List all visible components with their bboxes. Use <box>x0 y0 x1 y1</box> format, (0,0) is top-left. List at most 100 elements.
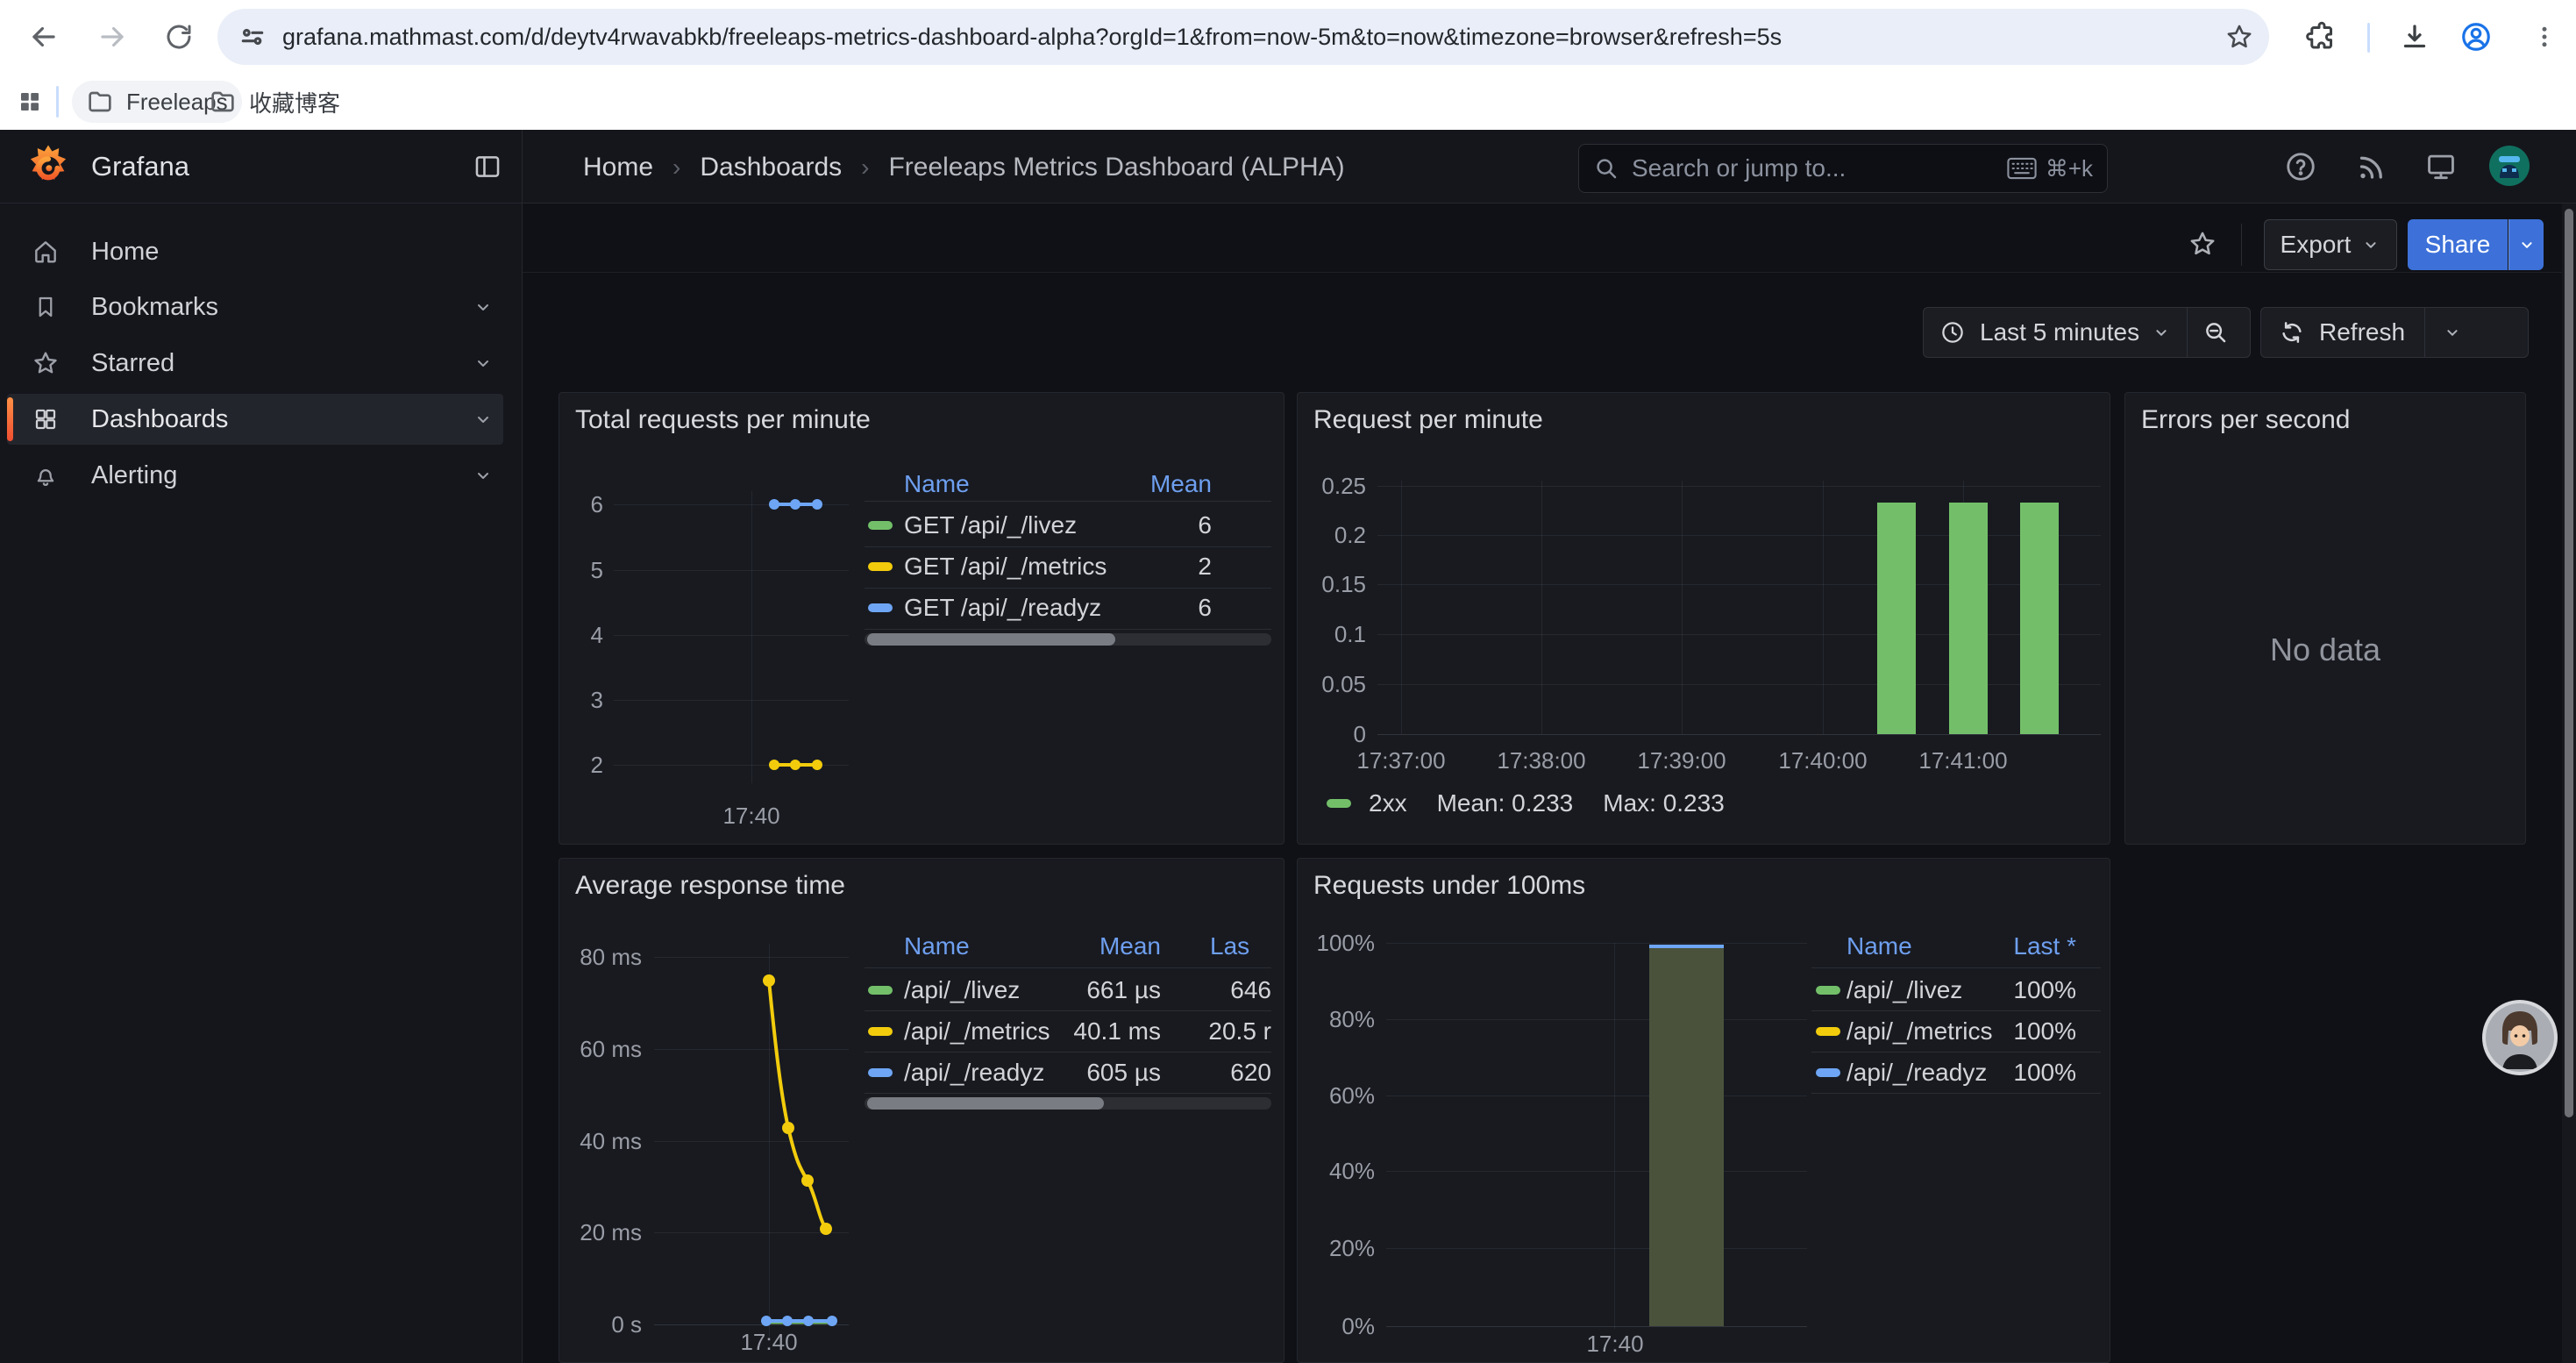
panel-requests-under-100ms[interactable]: Requests under 100ms 100% 80% 60% 40% 20… <box>1297 858 2110 1363</box>
series-pill-blue[interactable] <box>868 1068 893 1077</box>
breadcrumb-current: Freeleaps Metrics Dashboard (ALPHA) <box>888 153 1344 182</box>
sidebar-item-alerting[interactable]: Alerting <box>7 450 503 501</box>
legend-header-name[interactable]: Name <box>1847 932 1912 960</box>
apps-grid-icon[interactable] <box>12 84 47 119</box>
back-icon[interactable] <box>26 19 61 54</box>
export-button[interactable]: Export <box>2264 219 2397 270</box>
chevron-down-icon[interactable] <box>472 409 495 430</box>
series-pill-green[interactable] <box>1816 986 1840 995</box>
reload-icon[interactable] <box>161 19 196 54</box>
legend-header-name[interactable]: Name <box>904 470 970 498</box>
scrollbar-thumb[interactable] <box>2565 209 2573 1117</box>
chevron-down-icon[interactable] <box>2425 323 2480 342</box>
kiosk-monitor-icon[interactable] <box>2422 147 2460 186</box>
legend-scrollbar[interactable] <box>865 1097 1271 1110</box>
sidebar-item-home[interactable]: Home <box>7 226 503 277</box>
legend-header-name[interactable]: Name <box>904 932 970 960</box>
share-button[interactable]: Share <box>2408 219 2508 270</box>
panel-avg-response-time[interactable]: Average response time 80 ms 60 ms 40 ms … <box>559 858 1284 1363</box>
no-data-message: No data <box>2125 632 2525 668</box>
dashboards-grid-icon <box>32 406 60 432</box>
legend-last: 620 <box>1184 1058 1271 1088</box>
series-pill-yellow[interactable] <box>1816 1027 1840 1036</box>
y-tick: 80% <box>1298 1005 1375 1033</box>
legend-header-mean[interactable]: Mean <box>1089 470 1212 498</box>
chevron-down-icon[interactable] <box>472 353 495 374</box>
folder-icon <box>209 88 237 116</box>
grafana-logo[interactable] <box>23 141 74 192</box>
breadcrumb-dashboards[interactable]: Dashboards <box>700 153 842 182</box>
chevron-down-icon <box>2517 235 2537 254</box>
panel-title[interactable]: Request per minute <box>1313 405 1543 435</box>
refresh-icon[interactable] <box>2279 319 2305 346</box>
clock-icon <box>1939 319 1966 346</box>
chevron-down-icon[interactable] <box>2152 323 2171 342</box>
help-icon[interactable] <box>2281 147 2320 186</box>
legend-header-mean[interactable]: Mean <box>1038 932 1161 960</box>
sidebar-item-bookmarks[interactable]: Bookmarks <box>7 282 503 332</box>
extensions-icon[interactable] <box>2302 18 2341 56</box>
legend-name[interactable]: /api/_/livez <box>904 975 1020 1005</box>
panel-title[interactable]: Average response time <box>575 871 845 901</box>
bookmark-star-icon[interactable] <box>2222 19 2257 54</box>
series-pill-green[interactable] <box>868 986 893 995</box>
panel-total-requests[interactable]: Total requests per minute 6 5 4 3 2 17:4… <box>559 392 1284 845</box>
legend-mean: 6 <box>1089 510 1212 540</box>
chevron-down-icon[interactable] <box>472 296 495 318</box>
url-text[interactable]: grafana.mathmast.com/d/deytv4rwavabkb/fr… <box>282 24 2194 51</box>
breadcrumb-separator: › <box>672 153 680 182</box>
zoom-out-icon[interactable] <box>2188 319 2244 346</box>
page-scrollbar[interactable] <box>2562 203 2576 1363</box>
legend-name[interactable]: /api/_/readyz <box>904 1058 1044 1088</box>
assistant-avatar[interactable] <box>2481 999 2558 1076</box>
panel-title[interactable]: Requests under 100ms <box>1313 871 1585 901</box>
news-rss-icon[interactable] <box>2352 147 2390 186</box>
search-shortcut: ⌘+k <box>2007 155 2093 182</box>
panel-title[interactable]: Total requests per minute <box>575 405 871 435</box>
home-icon <box>32 238 60 266</box>
panel-errors-per-second[interactable]: Errors per second No data <box>2124 392 2526 845</box>
series-pill-yellow[interactable] <box>868 562 893 571</box>
profile-icon[interactable] <box>2457 18 2495 56</box>
series-pill-blue[interactable] <box>1816 1068 1840 1077</box>
toolbar-divider <box>2241 224 2242 266</box>
legend-name[interactable]: GET /api/_/livez <box>904 510 1077 540</box>
chevron-down-icon[interactable] <box>472 465 495 486</box>
legend-name[interactable]: /api/_/metrics <box>904 1017 1050 1046</box>
legend-name[interactable]: /api/_/livez <box>1847 975 1962 1005</box>
sidebar-item-dashboards[interactable]: Dashboards <box>7 394 503 445</box>
legend-header-last[interactable]: Last * <box>1953 932 2076 960</box>
series-pill-yellow[interactable] <box>868 1027 893 1036</box>
forward-icon[interactable] <box>95 19 130 54</box>
favorite-star-icon[interactable] <box>2185 226 2220 261</box>
series-pill-blue[interactable] <box>868 603 893 612</box>
y-tick: 0 s <box>559 1310 642 1338</box>
browser-menu-icon[interactable] <box>2527 18 2562 56</box>
breadcrumb-home[interactable]: Home <box>583 153 653 182</box>
tune-icon[interactable] <box>237 21 268 53</box>
sidebar-item-starred[interactable]: Starred <box>7 338 503 389</box>
panel-title[interactable]: Errors per second <box>2141 405 2350 435</box>
legend-name[interactable]: GET /api/_/metrics <box>904 552 1107 582</box>
refresh-label[interactable]: Refresh <box>2319 318 2405 346</box>
download-icon[interactable] <box>2395 18 2434 56</box>
y-tick: 3 <box>559 686 603 714</box>
legend-name[interactable]: GET /api/_/readyz <box>904 593 1101 623</box>
user-avatar[interactable] <box>2488 145 2530 187</box>
url-bar[interactable]: grafana.mathmast.com/d/deytv4rwavabkb/fr… <box>217 9 2269 65</box>
panel-request-per-minute[interactable]: Request per minute 0.25 0.2 0.15 0.1 0.0… <box>1297 392 2110 845</box>
bookmark-folder-blogs[interactable]: 收藏博客 <box>195 81 354 123</box>
y-tick: 0.25 <box>1298 472 1366 500</box>
series-pill-green[interactable] <box>868 521 893 530</box>
time-range-label[interactable]: Last 5 minutes <box>1980 318 2139 346</box>
sidebar-toggle-icon[interactable] <box>470 149 505 184</box>
share-menu-button[interactable] <box>2508 219 2544 270</box>
x-tick: 17:37:00 <box>1356 746 1445 774</box>
legend-header-last[interactable]: Las <box>1210 932 1271 960</box>
legend-scrollbar[interactable] <box>865 633 1271 646</box>
legend-row[interactable]: 2xx Mean: 0.233 Max: 0.233 <box>1327 789 1725 818</box>
y-tick: 80 ms <box>559 943 642 971</box>
y-tick: 5 <box>559 556 603 584</box>
search-input[interactable]: Search or jump to... ⌘+k <box>1578 144 2108 193</box>
legend-mean: 2 <box>1089 552 1212 582</box>
